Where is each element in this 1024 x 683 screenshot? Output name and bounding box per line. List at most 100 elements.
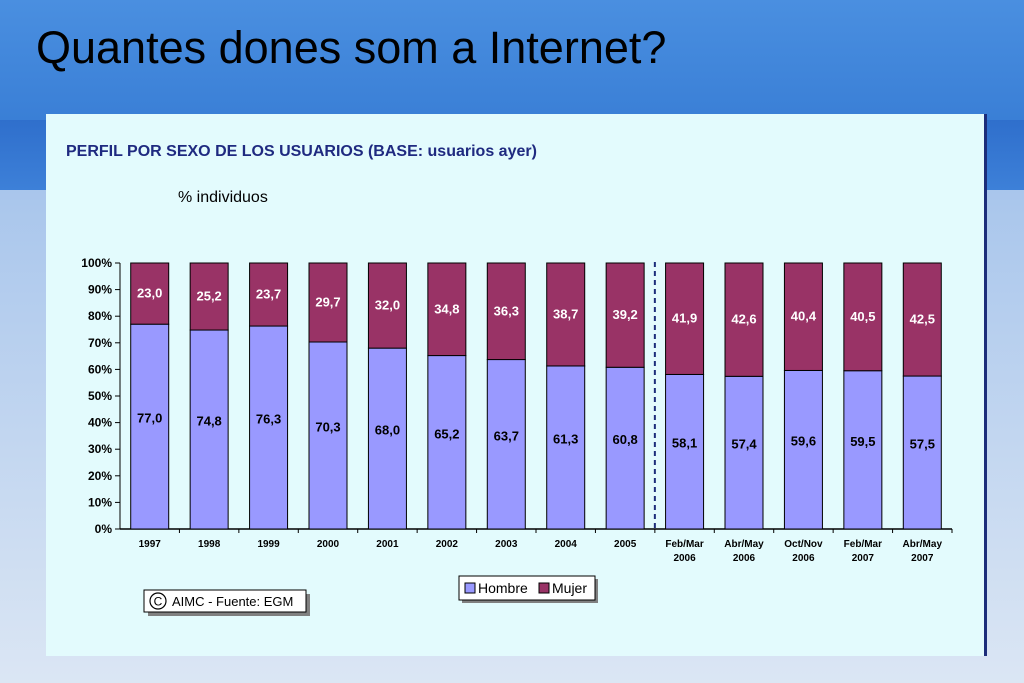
bar-hombre — [249, 325, 289, 530]
data-label-mujer: 29,7 — [315, 295, 340, 310]
x-tick-label: 2006 — [733, 553, 756, 564]
header-band — [0, 0, 1024, 120]
data-label-mujer: 42,5 — [910, 312, 935, 327]
legend-label-mujer: Mujer — [552, 580, 587, 596]
bar-hombre — [367, 347, 407, 530]
x-tick-label: 1998 — [198, 539, 221, 550]
data-label-mujer: 23,7 — [256, 287, 281, 302]
x-tick-label: 2000 — [317, 539, 340, 550]
data-label-hombre: 57,5 — [910, 437, 935, 452]
data-label-hombre: 70,3 — [315, 420, 340, 435]
legend-label-hombre: Hombre — [478, 580, 528, 596]
data-label-hombre: 58,1 — [672, 436, 697, 451]
x-tick-label: Abr/May — [903, 539, 943, 550]
bar-hombre — [486, 359, 526, 530]
x-tick-label: 2003 — [495, 539, 518, 550]
bar-mujer — [308, 262, 348, 343]
bar-hombre — [605, 366, 645, 530]
data-label-hombre: 61,3 — [553, 431, 578, 446]
data-label-mujer: 39,2 — [612, 307, 637, 322]
bar-mujer — [605, 262, 645, 368]
bar-hombre — [189, 329, 229, 530]
y-tick-label: 90% — [88, 283, 112, 297]
bar-hombre — [783, 369, 823, 530]
data-label-hombre: 74,8 — [196, 414, 221, 429]
data-label-hombre: 59,5 — [850, 434, 875, 449]
bar-hombre — [843, 370, 883, 530]
bar-mujer — [783, 262, 823, 371]
x-tick-label: Feb/Mar — [844, 539, 882, 550]
chart-title: PERFIL POR SEXO DE LOS USUARIOS (BASE: u… — [66, 143, 537, 160]
x-tick-label: 2002 — [436, 539, 459, 550]
data-label-mujer: 41,9 — [672, 311, 697, 326]
bar-hombre — [546, 365, 586, 530]
source-note-box — [143, 589, 307, 613]
x-tick-label: 2005 — [614, 539, 637, 550]
x-tick-label: 1997 — [139, 539, 162, 550]
bar-mujer — [249, 262, 289, 327]
copyright-icon — [149, 592, 167, 610]
data-label-mujer: 34,8 — [434, 301, 459, 316]
data-label-hombre: 63,7 — [494, 428, 519, 443]
x-tick-label: 2006 — [673, 553, 696, 564]
data-label-mujer: 36,3 — [494, 303, 519, 318]
x-tick-label: Abr/May — [724, 539, 764, 550]
data-label-mujer: 40,5 — [850, 309, 875, 324]
chart-subtitle: % individuos — [178, 189, 268, 206]
data-label-hombre: 68,0 — [375, 423, 400, 438]
bar-hombre — [724, 375, 764, 530]
chart-axes — [115, 262, 953, 533]
x-axis-tick-labels: 1997 1998 1999 2000 2001 2002 2003 2004 2005 Feb/… — [139, 539, 943, 564]
bar-hombre — [130, 323, 170, 530]
copyright-symbol: C — [154, 595, 163, 609]
bar-mujer — [665, 262, 705, 375]
slide-title: Quantes dones som a Internet? — [36, 22, 667, 73]
x-tick-label: Oct/Nov — [784, 539, 823, 550]
y-tick-label: 50% — [88, 389, 112, 403]
y-tick-label: 10% — [88, 495, 112, 509]
bar-hombre — [902, 375, 942, 530]
bar-hombre — [427, 355, 467, 530]
source-note: C AIMC - Fuente: EGM — [143, 589, 310, 616]
legend-swatch-hombre — [464, 582, 476, 594]
bar-mujer — [902, 262, 942, 377]
legend-swatch-mujer — [538, 582, 550, 594]
bar-mujer — [546, 262, 586, 367]
y-tick-label: 60% — [88, 362, 112, 376]
x-tick-label: 2007 — [911, 553, 934, 564]
y-tick-label: 100% — [81, 256, 112, 270]
stacked-bar-chart: PERFIL POR SEXO DE LOS USUARIOS (BASE: u… — [66, 143, 953, 616]
data-label-mujer: 40,4 — [791, 309, 817, 324]
bar-mujer — [189, 262, 229, 331]
y-tick-label: 30% — [88, 442, 112, 456]
bar-mujer — [427, 262, 467, 357]
y-tick-label: 70% — [88, 336, 112, 350]
y-tick-label: 40% — [88, 416, 112, 430]
x-tick-label: 2007 — [852, 553, 875, 564]
data-label-mujer: 38,7 — [553, 306, 578, 321]
bar-hombre — [665, 373, 705, 530]
data-label-hombre: 60,8 — [612, 432, 637, 447]
y-axis-tick-labels: 0% 10% 20% 30% 40% 50% 60% 70% 80% 90% 100% — [81, 256, 112, 536]
x-tick-label: 2006 — [792, 553, 815, 564]
y-tick-label: 80% — [88, 309, 112, 323]
data-label-hombre: 59,6 — [791, 434, 816, 449]
chart-bars: 77,0 23,0 74,8 25,2 76,3 23,7 70,3 29,7 68,0 32,0… — [130, 262, 942, 530]
bar-mujer — [724, 262, 764, 377]
data-label-hombre: 65,2 — [434, 426, 459, 441]
data-label-hombre: 57,4 — [731, 437, 757, 452]
data-label-mujer: 23,0 — [137, 286, 162, 301]
legend-box — [458, 575, 596, 601]
bar-mujer — [486, 262, 526, 361]
bar-hombre — [308, 341, 348, 530]
x-tick-label: 2004 — [555, 539, 578, 550]
y-tick-label: 0% — [95, 522, 113, 536]
data-label-hombre: 76,3 — [256, 412, 281, 427]
data-label-hombre: 77,0 — [137, 411, 162, 426]
data-label-mujer: 25,2 — [196, 289, 221, 304]
chart-panel: PERFIL POR SEXO DE LOS USUARIOS (BASE: u… — [46, 114, 987, 656]
data-label-mujer: 42,6 — [731, 312, 756, 327]
bar-mujer — [843, 262, 883, 372]
x-tick-label: 1999 — [257, 539, 280, 550]
x-tick-label: Feb/Mar — [665, 539, 703, 550]
